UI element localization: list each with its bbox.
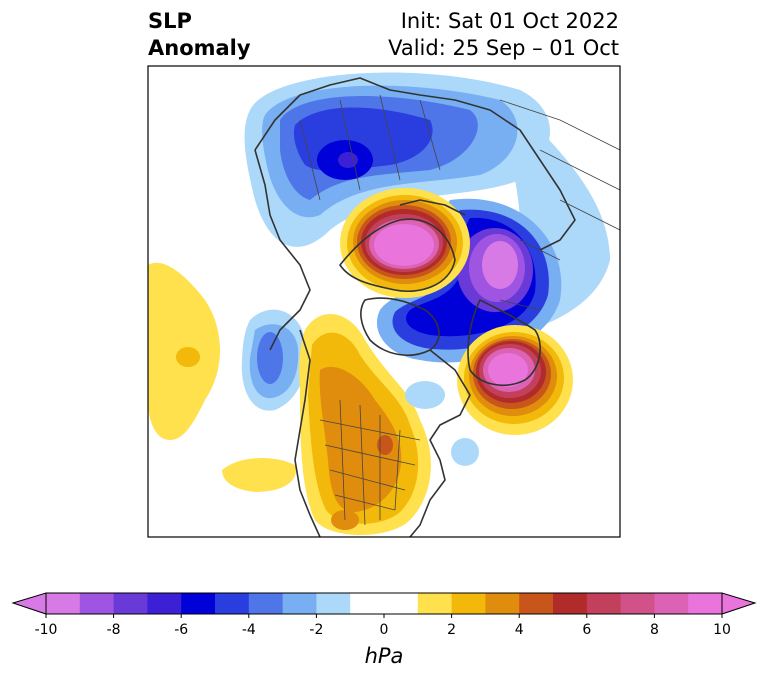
- colorbar-cell: [519, 593, 554, 614]
- colorbar-cell: [181, 593, 216, 614]
- colorbar-tick-label: -10: [35, 622, 58, 638]
- colorbar-tick-label: 4: [515, 622, 524, 638]
- init-date: Init: Sat 01 Oct 2022: [400, 9, 619, 33]
- colorbar-cell: [147, 593, 182, 614]
- map-frame: [147, 65, 621, 538]
- low-anomaly-pacific: [241, 309, 307, 411]
- valid-range: Valid: 25 Sep – 01 Oct: [388, 36, 619, 60]
- colorbar-cells: [46, 593, 723, 614]
- colorbar-cell: [316, 593, 351, 614]
- colorbar-cell: [654, 593, 689, 614]
- low-anomaly-north: [244, 72, 551, 247]
- colorbar-tick-label: -6: [174, 622, 188, 638]
- colorbar-cell: [384, 593, 419, 614]
- low-anomaly-greenland-patch: [405, 381, 445, 409]
- colorbar-unit-label: hPa: [364, 644, 404, 668]
- borders: [299, 94, 620, 526]
- colorbar-high-extend: [721, 592, 757, 615]
- anomaly-contours: [148, 72, 620, 537]
- colorbar: -10 -8 -6 -4 -2 0 2 4 6 8 10: [11, 592, 757, 638]
- colorbar-tick-label: -8: [107, 622, 121, 638]
- colorbar-tick-label: -2: [309, 622, 323, 638]
- colorbar-tick-label: 6: [582, 622, 591, 638]
- colorbar-cell: [248, 593, 284, 614]
- colorbar-tick-label: 8: [650, 622, 659, 638]
- colorbar-cell: [215, 593, 250, 614]
- high-anomaly-pacific-tongue: [222, 458, 296, 492]
- title-line-1: SLP: [148, 9, 192, 33]
- date-info: Init: Sat 01 Oct 2022 Valid: 25 Sep – 01…: [388, 8, 619, 62]
- colorbar-cell: [688, 593, 723, 614]
- high-anomaly-pacific: [148, 262, 220, 440]
- high-anomaly-pole: [340, 188, 470, 298]
- colorbar-tick-label: 2: [447, 622, 456, 638]
- coastlines: [254, 77, 576, 537]
- colorbar-cell: [451, 593, 486, 614]
- colorbar-cell: [350, 593, 385, 614]
- colorbar-cell: [46, 593, 81, 614]
- colorbar-cell: [586, 593, 622, 614]
- colorbar-low-extend: [11, 592, 47, 615]
- colorbar-cell: [79, 593, 115, 614]
- colorbar-cell: [417, 593, 453, 614]
- colorbar-tick-label: 10: [713, 622, 731, 638]
- colorbar-tick-label: 0: [380, 622, 389, 638]
- colorbar-cell: [553, 593, 588, 614]
- colorbar-cell: [113, 593, 148, 614]
- colorbar-cell: [282, 593, 317, 614]
- high-anomaly-atlantic: [457, 325, 573, 435]
- anomaly-map: [147, 65, 621, 538]
- colorbar-tick-label: -4: [242, 622, 256, 638]
- title-line-2: Anomaly: [148, 36, 251, 60]
- colorbar-cell: [485, 593, 520, 614]
- colorbar-cell: [620, 593, 655, 614]
- low-anomaly-atlantic-patch: [451, 438, 479, 466]
- colorbar-ticks: -10 -8 -6 -4 -2 0 2 4 6 8 10: [35, 614, 731, 638]
- map-title: SLP Anomaly: [148, 8, 251, 62]
